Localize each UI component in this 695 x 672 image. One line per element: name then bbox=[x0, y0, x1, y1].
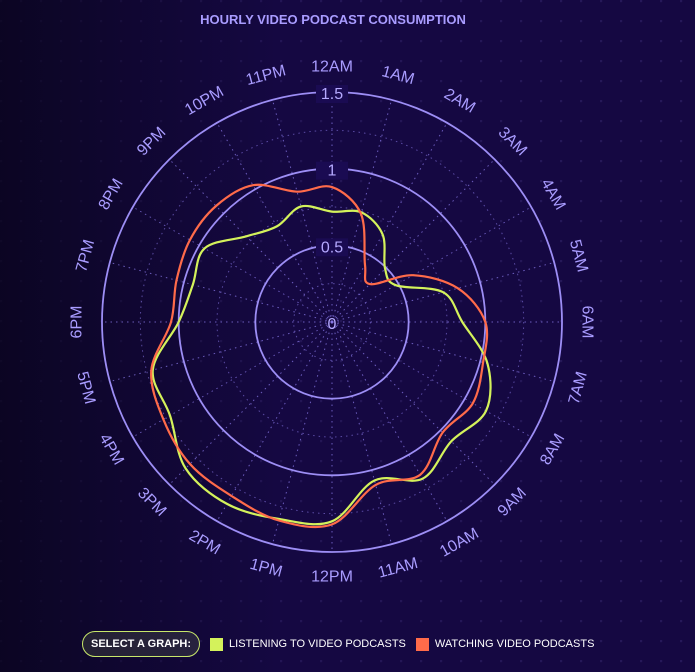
hour-label-2PM: 2PM bbox=[186, 527, 223, 558]
hour-label-12PM: 12PM bbox=[311, 569, 353, 586]
hour-label-3PM: 3PM bbox=[134, 485, 169, 520]
hour-label-5PM: 5PM bbox=[73, 370, 98, 406]
legend-listening[interactable]: LISTENING TO VIDEO PODCASTS bbox=[210, 637, 406, 651]
hour-label-4AM: 4AM bbox=[537, 176, 568, 213]
hour-label-4PM: 4PM bbox=[96, 431, 127, 468]
tick-bg bbox=[316, 238, 348, 257]
hour-label-6PM: 6PM bbox=[69, 306, 86, 339]
legend-label-watching: WATCHING VIDEO PODCASTS bbox=[434, 638, 595, 650]
hour-label-10AM: 10AM bbox=[437, 525, 482, 561]
hour-label-5AM: 5AM bbox=[566, 238, 591, 274]
spoke-7AM bbox=[331, 321, 555, 383]
radial-tick-labels: 0 0.5 1 1.5 bbox=[316, 85, 348, 333]
series-lines bbox=[150, 183, 492, 529]
graph-selector: SELECT A GRAPH: LISTENING TO VIDEO PODCA… bbox=[82, 630, 594, 658]
tick-label: 1 bbox=[328, 163, 337, 180]
hour-label-8PM: 8PM bbox=[96, 176, 127, 213]
spoke-2AM bbox=[331, 122, 448, 323]
hour-label-1PM: 1PM bbox=[248, 556, 284, 581]
hour-label-2AM: 2AM bbox=[441, 86, 478, 117]
series-line-listening bbox=[151, 204, 492, 526]
hour-label-12AM: 12AM bbox=[311, 59, 353, 76]
legend-label-listening: LISTENING TO VIDEO PODCASTS bbox=[229, 638, 406, 650]
legend-swatch-watching bbox=[415, 637, 429, 651]
minor-ring bbox=[139, 129, 525, 515]
hour-label-8AM: 8AM bbox=[537, 431, 568, 468]
hour-label-11PM: 11PM bbox=[244, 62, 288, 89]
tick-bg bbox=[316, 85, 348, 103]
tick-label: 0.5 bbox=[321, 239, 343, 256]
hour-label-11AM: 11AM bbox=[376, 555, 420, 582]
series-line-watching bbox=[150, 183, 489, 529]
hour-label-6AM: 6AM bbox=[579, 306, 596, 339]
minor-ring bbox=[293, 283, 371, 361]
radar-chart: HOURLY VIDEO PODCAST CONSUMPTION 0 0.5 1 1.… bbox=[69, 12, 596, 586]
spoke-2PM bbox=[216, 321, 333, 522]
spoke-8AM bbox=[331, 321, 532, 438]
hour-label-7PM: 7PM bbox=[73, 238, 98, 274]
select-graph-label: SELECT A GRAPH: bbox=[82, 631, 201, 657]
hour-label-10PM: 10PM bbox=[182, 83, 227, 119]
spoke-9AM bbox=[331, 321, 495, 485]
hour-label-9PM: 9PM bbox=[134, 124, 169, 159]
tick-bg bbox=[316, 161, 348, 180]
tick-label: 1.5 bbox=[321, 86, 343, 103]
hour-label-9AM: 9AM bbox=[495, 485, 530, 520]
minor-ring bbox=[216, 206, 448, 438]
spoke-8PM bbox=[132, 206, 333, 323]
legend-watching[interactable]: WATCHING VIDEO PODCASTS bbox=[415, 637, 595, 651]
hour-label-1AM: 1AM bbox=[380, 63, 416, 88]
hour-label-7AM: 7AM bbox=[566, 370, 591, 406]
legend-swatch-listening bbox=[210, 637, 224, 651]
chart-title: HOURLY VIDEO PODCAST CONSUMPTION bbox=[200, 12, 466, 27]
spoke-10PM bbox=[216, 122, 333, 323]
hour-label-3AM: 3AM bbox=[495, 124, 530, 159]
spoke-4AM bbox=[331, 206, 532, 323]
spoke-10AM bbox=[331, 321, 448, 522]
spoke-11PM bbox=[271, 99, 333, 323]
tick-label: 0 bbox=[328, 316, 337, 333]
